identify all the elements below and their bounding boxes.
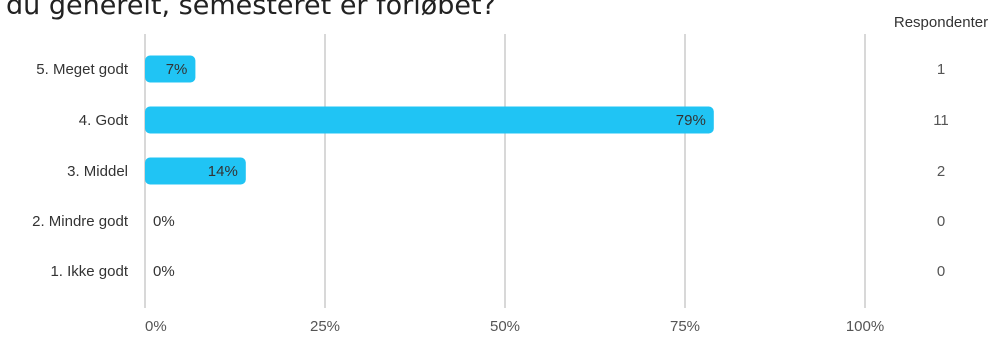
category-label: 4. Godt: [79, 112, 129, 129]
chart-title: du generelt, semesteret er forløbet?: [6, 0, 496, 21]
value-label: 79%: [676, 112, 706, 129]
respondent-count: 2: [937, 163, 945, 180]
bar: [145, 55, 196, 83]
respondent-count: 1: [937, 61, 945, 78]
respondent-count: 0: [937, 263, 945, 280]
respondents-header: Respondenter: [894, 14, 988, 31]
category-label: 2. Mindre godt: [32, 213, 129, 230]
category-label: 3. Middel: [67, 163, 128, 180]
x-tick-label: 50%: [490, 318, 520, 334]
bar: [145, 157, 246, 185]
value-label: 7%: [166, 61, 188, 78]
bar: [145, 106, 714, 134]
respondent-count: 11: [933, 112, 949, 129]
category-label: 5. Meget godt: [36, 61, 129, 78]
x-tick-label: 75%: [670, 318, 700, 334]
x-tick-label: 25%: [310, 318, 340, 334]
value-label: 0%: [153, 213, 175, 230]
x-tick-label: 100%: [846, 318, 884, 334]
category-label: 1. Ikke godt: [50, 263, 128, 280]
respondent-count: 0: [937, 213, 945, 230]
value-label: 14%: [208, 163, 238, 180]
x-tick-label: 0%: [145, 318, 167, 334]
value-label: 0%: [153, 263, 175, 280]
